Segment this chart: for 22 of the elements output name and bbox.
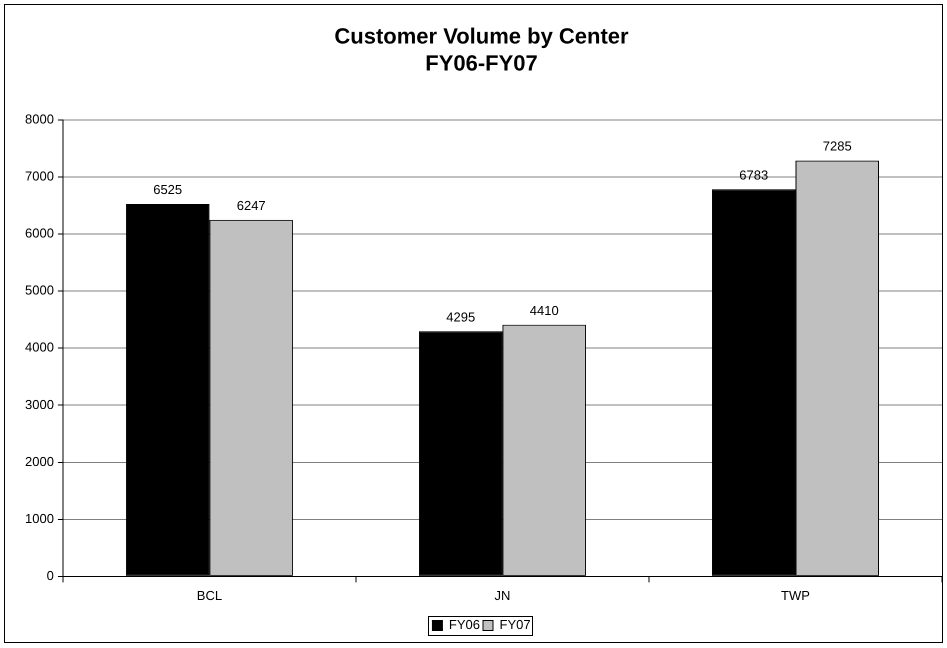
data-label: 7285 [822, 138, 852, 154]
y-tick-label: 0 [46, 568, 54, 583]
data-label: 4410 [530, 302, 559, 318]
y-tick-label: 7000 [25, 168, 54, 184]
chart-title: Customer Volume by Center [334, 23, 630, 48]
chart-subtitle: FY06-FY07 [425, 50, 538, 76]
x-tick-label: BCL [196, 588, 222, 603]
x-tick-label: TWP [781, 588, 810, 603]
data-label: 4295 [446, 309, 476, 324]
y-tick-label: 4000 [25, 340, 54, 355]
y-tick-label: 3000 [25, 396, 54, 412]
data-label: 6783 [739, 167, 768, 182]
legend-label: FY06 [448, 617, 480, 632]
y-tick-label: 8000 [25, 111, 54, 126]
legend-label: FY07 [500, 617, 531, 632]
data-label: 6247 [236, 198, 266, 213]
y-tick-label: 2000 [25, 454, 54, 469]
y-tick-label: 6000 [25, 226, 54, 241]
x-tick-label: JN [494, 588, 510, 603]
y-tick-label: 5000 [25, 282, 54, 298]
y-tick-label: 1000 [25, 510, 54, 526]
data-label: 6525 [153, 182, 182, 198]
